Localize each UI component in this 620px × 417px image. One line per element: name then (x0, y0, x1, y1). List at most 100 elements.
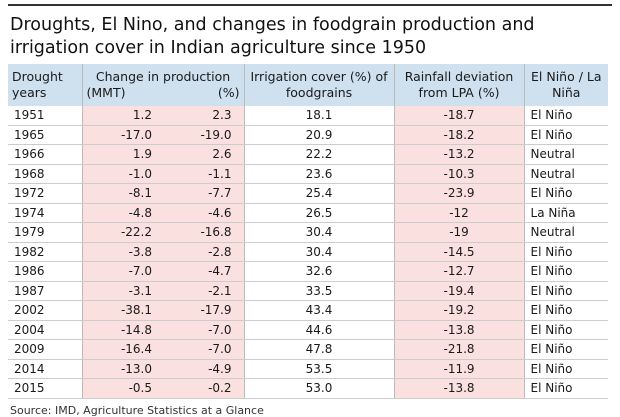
table: Drought years Change in production Irrig… (8, 64, 609, 399)
table-row: 1968 -1.0 -1.1 23.6 -10.3 Neutral (8, 164, 609, 184)
table-row: 1951 1.2 2.3 18.1 -18.7 El Niño (8, 106, 609, 126)
header-cell: Change in production (81, 64, 245, 85)
table-cell: -19 (393, 222, 525, 243)
table-row: 1965 -17.0 -19.0 20.9 -18.2 El Niño (8, 125, 609, 145)
table-cell: -4.6 (162, 203, 245, 223)
table-cell: 33.5 (243, 281, 395, 301)
table-row: 1972 -8.1 -7.7 25.4 -23.9 El Niño (8, 183, 609, 204)
table-cell: -7.0 (81, 261, 162, 282)
table-cell: -11.9 (393, 359, 525, 379)
table-cell: 2002 (8, 300, 82, 321)
source: Source: IMD, Agriculture Statistics at a… (10, 404, 264, 417)
table-cell: 1.9 (81, 144, 162, 165)
table-cell: 1972 (8, 183, 82, 204)
table-cell: -19.0 (162, 125, 245, 145)
table-cell: 1982 (8, 242, 82, 262)
table-cell: 47.8 (243, 339, 395, 360)
table-cell: 53.5 (243, 359, 395, 379)
table-cell: -4.8 (81, 203, 162, 223)
table-cell: El Niño (523, 320, 609, 340)
table-cell: 30.4 (243, 242, 395, 262)
table-cell: -18.7 (393, 106, 525, 126)
table-cell: -14.8 (81, 320, 162, 340)
table-cell: Neutral (523, 222, 609, 243)
table-cell: -21.8 (393, 339, 525, 360)
table-row: 2015 -0.5 -0.2 53.0 -13.8 El Niño (8, 378, 609, 399)
table-cell: 2.3 (162, 106, 245, 126)
table-cell: -13.8 (393, 378, 525, 399)
table-cell: 25.4 (243, 183, 395, 204)
table-cell: El Niño (523, 106, 609, 126)
table-cell: 2009 (8, 339, 82, 360)
table-cell: El Niño (523, 339, 609, 360)
table-cell: -19.2 (393, 300, 525, 321)
table-cell: 1979 (8, 222, 82, 243)
table-cell: -10.3 (393, 164, 525, 184)
header-cell: El Niño / La Niña (523, 64, 609, 106)
table-cell: 1986 (8, 261, 82, 282)
table-cell: El Niño (523, 281, 609, 301)
table-cell: -18.2 (393, 125, 525, 145)
table-cell: 26.5 (243, 203, 395, 223)
table-cell: La Niña (523, 203, 609, 223)
table-cell: -8.1 (81, 183, 162, 204)
table-cell: 2014 (8, 359, 82, 379)
table-row: 1966 1.9 2.6 22.2 -13.2 Neutral (8, 144, 609, 165)
table-cell: -2.1 (162, 281, 245, 301)
table-cell: 53.0 (243, 378, 395, 399)
table-cell: 1951 (8, 106, 82, 126)
table-row: 2009 -16.4 -7.0 47.8 -21.8 El Niño (8, 339, 609, 360)
table-cell: 44.6 (243, 320, 395, 340)
table-cell: -4.7 (162, 261, 245, 282)
table-cell: El Niño (523, 261, 609, 282)
header-cell: Irrigation cover (%) of foodgrains (243, 64, 395, 106)
table-cell: El Niño (523, 125, 609, 145)
table-header: Drought years Change in production Irrig… (8, 64, 609, 106)
table-cell: -3.1 (81, 281, 162, 301)
table-row: 2014 -13.0 -4.9 53.5 -11.9 El Niño (8, 359, 609, 379)
header-cell: Drought years (8, 64, 82, 106)
table-cell: -17.9 (162, 300, 245, 321)
table-cell: El Niño (523, 183, 609, 204)
table-cell: 43.4 (243, 300, 395, 321)
top-rule (8, 4, 612, 6)
table-cell: -17.0 (81, 125, 162, 145)
table-cell: 1987 (8, 281, 82, 301)
table-cell: 1965 (8, 125, 82, 145)
table-cell: -4.9 (162, 359, 245, 379)
table-row: 2002 -38.1 -17.9 43.4 -19.2 El Niño (8, 300, 609, 321)
table-cell: 18.1 (243, 106, 395, 126)
header-cell: (MMT) (81, 85, 162, 106)
table-row: 1982 -3.8 -2.8 30.4 -14.5 El Niño (8, 242, 609, 262)
title: Droughts, El Nino, and changes in foodgr… (10, 15, 535, 58)
table-row: 1986 -7.0 -4.7 32.6 -12.7 El Niño (8, 261, 609, 282)
table-cell: -0.2 (162, 378, 245, 399)
table-cell: 2.6 (162, 144, 245, 165)
table-cell: 2004 (8, 320, 82, 340)
table-cell: -0.5 (81, 378, 162, 399)
table-cell: 22.2 (243, 144, 395, 165)
table-cell: El Niño (523, 378, 609, 399)
table-row: 2004 -14.8 -7.0 44.6 -13.8 El Niño (8, 320, 609, 340)
table-cell: 32.6 (243, 261, 395, 282)
table-cell: -23.9 (393, 183, 525, 204)
table-cell: -16.8 (162, 222, 245, 243)
table-cell: -1.0 (81, 164, 162, 184)
table-cell: 1968 (8, 164, 82, 184)
table-cell: -12.7 (393, 261, 525, 282)
table-cell: Neutral (523, 164, 609, 184)
table-cell: -2.8 (162, 242, 245, 262)
table-cell: -13.2 (393, 144, 525, 165)
table-body: 1951 1.2 2.3 18.1 -18.7 El Niño 1965 -17.0 -19.0… (8, 106, 609, 399)
table-cell: 20.9 (243, 125, 395, 145)
table-cell: -12 (393, 203, 525, 223)
table-cell: 2015 (8, 378, 82, 399)
table-row: 1979 -22.2 -16.8 30.4 -19 Neutral (8, 222, 609, 243)
table-cell: -7.0 (162, 339, 245, 360)
table-cell: 23.6 (243, 164, 395, 184)
table-cell: 30.4 (243, 222, 395, 243)
header-cell: Rainfall deviation from LPA (%) (393, 64, 525, 106)
table-row: 1974 -4.8 -4.6 26.5 -12 La Niña (8, 203, 609, 223)
table-cell: -22.2 (81, 222, 162, 243)
